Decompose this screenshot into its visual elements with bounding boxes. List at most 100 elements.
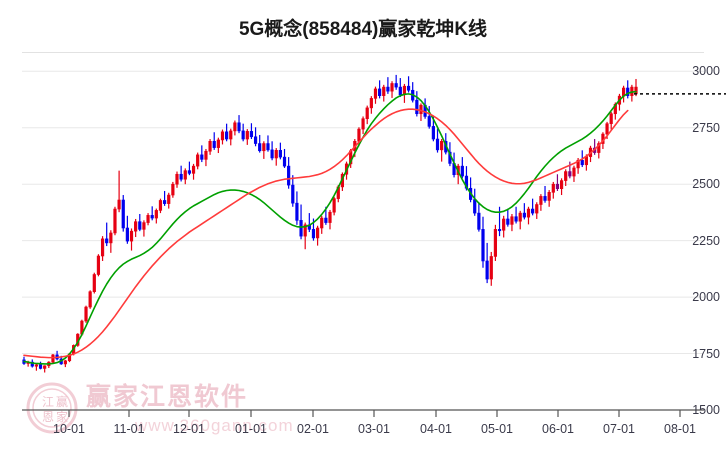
- candle-body: [390, 83, 394, 92]
- x-axis-tick-label: 07-01: [603, 422, 635, 436]
- candle-body: [30, 361, 34, 367]
- candle-body: [233, 122, 237, 132]
- candle-body: [113, 208, 117, 234]
- candle-body: [129, 230, 134, 242]
- candle-body: [295, 202, 299, 221]
- candle-body: [245, 131, 249, 140]
- page-title: 5G概念(858484)赢家乾坤K线: [238, 19, 488, 40]
- candle-body: [134, 221, 138, 232]
- candle-body: [158, 200, 163, 211]
- candle-body: [497, 229, 502, 232]
- candle-body: [543, 196, 547, 201]
- moving-average-lines-group: [23, 90, 637, 365]
- candle-body: [142, 222, 146, 230]
- candle-body: [584, 156, 588, 166]
- candle-body: [539, 196, 543, 205]
- candle-body: [311, 229, 316, 239]
- candle-body: [493, 229, 498, 257]
- candle-body: [262, 143, 266, 152]
- candle-body: [125, 227, 129, 242]
- candle-body: [171, 183, 175, 196]
- candle-body: [162, 200, 167, 204]
- candle-body: [105, 238, 109, 244]
- candle-body: [175, 173, 179, 185]
- candle-body: [225, 131, 229, 140]
- candle-body: [183, 170, 187, 180]
- candle-body: [535, 204, 539, 214]
- candle-body: [626, 87, 630, 96]
- candle-body: [369, 98, 373, 109]
- y-axis-tick-label: 2750: [692, 120, 720, 135]
- candlesticks-group: [22, 74, 638, 373]
- candle-body: [299, 220, 303, 237]
- y-axis-tick-label: 2000: [692, 290, 720, 305]
- candle-body: [473, 199, 477, 214]
- candle-body: [117, 199, 121, 210]
- candle-body: [522, 212, 526, 218]
- candle-body: [568, 171, 572, 177]
- x-axis-tick-label: 10-01: [53, 422, 85, 436]
- x-axis-tick-label: 04-01: [420, 422, 452, 436]
- title-separator: [22, 52, 704, 53]
- x-axis-tick-label: 02-01: [297, 422, 329, 436]
- candle-body: [609, 113, 613, 124]
- y-axis-tick-label: 2500: [692, 177, 720, 192]
- candle-body: [270, 149, 274, 159]
- candle-body: [365, 107, 369, 120]
- candle-body: [138, 221, 142, 230]
- candle-body: [249, 131, 254, 138]
- x-axis-tick-label: 06-01: [542, 422, 574, 436]
- candle-body: [415, 99, 419, 115]
- candle-body: [150, 215, 154, 219]
- candle-body: [287, 165, 291, 186]
- candle-body: [266, 143, 270, 151]
- candle-body: [320, 217, 324, 229]
- candle-body: [460, 165, 464, 177]
- candle-body: [361, 118, 365, 130]
- candle-body: [398, 86, 402, 96]
- candle-body: [187, 170, 192, 174]
- candle-body: [518, 212, 522, 222]
- candle-body: [212, 140, 216, 148]
- candle-body: [167, 194, 171, 204]
- candle-body: [258, 143, 262, 152]
- candle-body: [555, 183, 560, 190]
- candle-body: [431, 126, 435, 140]
- candle-body: [514, 216, 518, 222]
- candle-body: [303, 224, 307, 237]
- candle-body: [378, 88, 382, 96]
- candle-body: [216, 139, 220, 148]
- candle-body: [580, 159, 584, 166]
- candle-body: [191, 165, 196, 174]
- candle-body: [489, 256, 493, 280]
- ma-line: [23, 108, 629, 359]
- candle-body: [196, 154, 200, 167]
- candle-body: [253, 136, 258, 144]
- candle-body: [315, 227, 320, 239]
- candle-body: [63, 360, 67, 365]
- candle-body: [34, 364, 39, 367]
- candle-body: [435, 138, 440, 151]
- candle-body: [291, 184, 295, 204]
- candle-body: [526, 208, 531, 218]
- candle-body: [324, 217, 328, 223]
- candle-body: [220, 131, 225, 141]
- candle-body: [427, 116, 431, 127]
- candle-body: [92, 274, 96, 292]
- candle-body: [229, 130, 233, 140]
- candle-body: [485, 260, 489, 280]
- candle-body: [43, 365, 47, 369]
- candle-body: [634, 86, 638, 95]
- candle-body: [179, 173, 183, 180]
- candle-body: [332, 198, 336, 213]
- y-axis-tick-label: 3000: [692, 64, 720, 79]
- x-axis-tick-label: 11-01: [113, 422, 145, 436]
- candle-body: [419, 104, 423, 115]
- candle-body: [477, 212, 481, 230]
- candle-body: [605, 123, 609, 135]
- candle-body: [204, 150, 208, 160]
- candle-body: [406, 85, 411, 91]
- candle-body: [121, 199, 125, 229]
- x-axis-tick-label: 12-01: [173, 422, 205, 436]
- x-axis-tick-label: 03-01: [358, 422, 390, 436]
